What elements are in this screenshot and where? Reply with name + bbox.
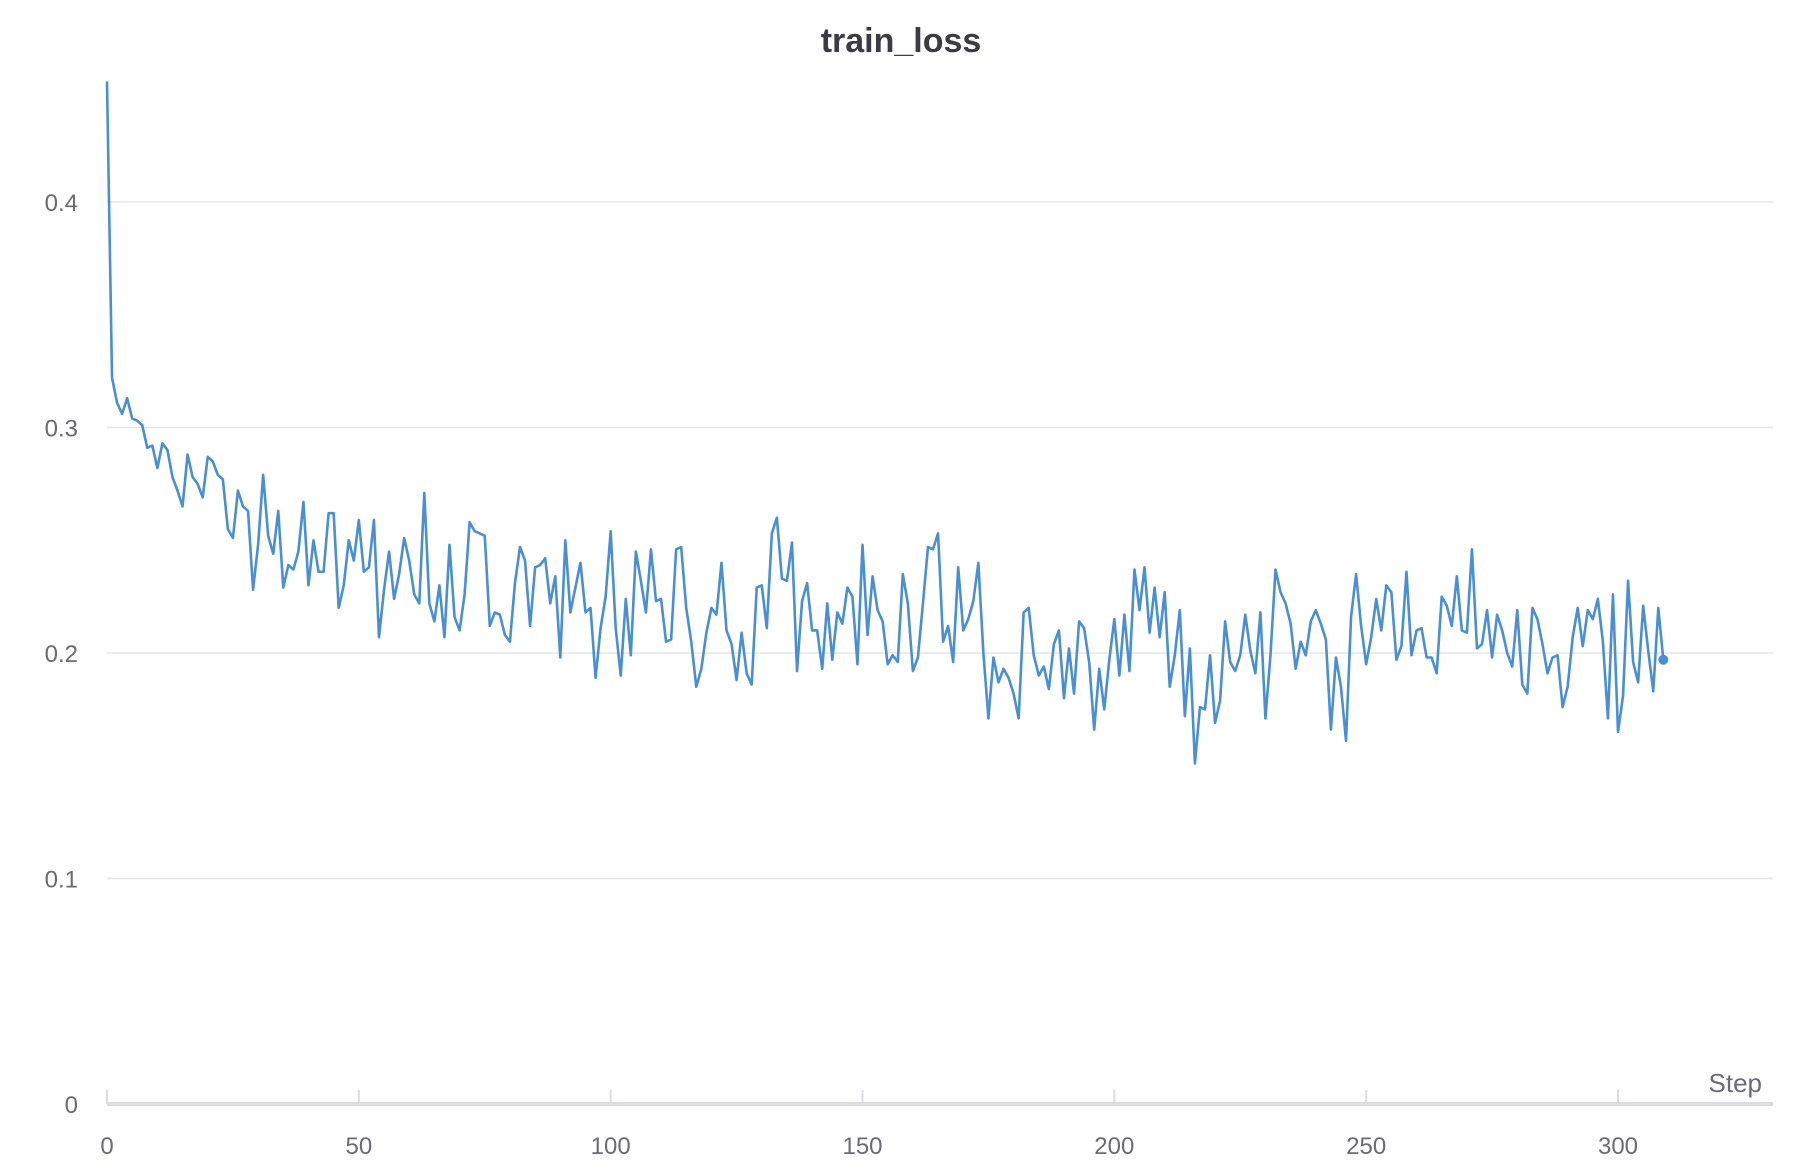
y-tick-label: 0.4 bbox=[45, 190, 78, 217]
x-tick-label: 250 bbox=[1346, 1133, 1386, 1160]
x-tick-label: 0 bbox=[100, 1133, 113, 1160]
chart-title: train_loss bbox=[820, 22, 982, 60]
x-axis-title: Step bbox=[1709, 1068, 1763, 1098]
x-tick-label: 150 bbox=[842, 1133, 882, 1160]
y-tick-label: 0.2 bbox=[45, 641, 78, 668]
x-tick-label: 100 bbox=[591, 1133, 631, 1160]
x-tick-label: 200 bbox=[1094, 1133, 1134, 1160]
y-tick-label: 0.3 bbox=[45, 416, 78, 443]
series-end-point bbox=[1658, 654, 1669, 665]
y-tick-label: 0.1 bbox=[45, 867, 78, 894]
series-line bbox=[105, 81, 1665, 765]
x-tick-label: 300 bbox=[1598, 1133, 1638, 1160]
y-tick-label: 0 bbox=[65, 1092, 78, 1119]
x-tick-label: 50 bbox=[345, 1133, 372, 1160]
